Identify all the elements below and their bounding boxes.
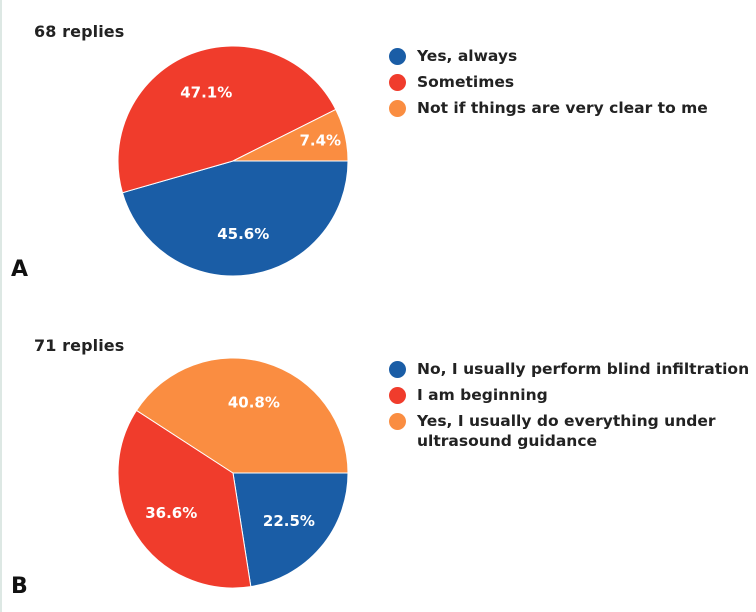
slice-label: 7.4%: [299, 131, 341, 149]
pie-slice: [232, 472, 349, 588]
pie-slice: [135, 357, 349, 474]
legend-item: No, I usually perform blind infiltration: [388, 359, 756, 379]
legend-item: I am beginning: [388, 385, 756, 405]
panel-b: 71 replies 22.5% 36.6% 40.8% No, I usually…: [0, 306, 756, 612]
legend-swatch: [389, 413, 406, 430]
pie-slice: [121, 160, 349, 277]
legend: No, I usually perform blind infiltration…: [388, 359, 756, 457]
panel-a: 68 replies 45.6% 47.1% 7.4% Yes, always So…: [11, 22, 708, 282]
legend-label: I am beginning: [417, 386, 548, 404]
legend-label: Yes, I usually do everything under ultra…: [417, 412, 716, 450]
legend-item: Sometimes: [388, 72, 708, 92]
slice-label: 40.8%: [228, 393, 280, 411]
legend-swatch: [389, 74, 406, 91]
legend: Yes, always Sometimes Not if things are …: [388, 46, 708, 124]
pie-slice: [117, 409, 252, 589]
legend-swatch: [389, 361, 406, 378]
replies-count: 68 replies: [34, 22, 125, 41]
legend-label: No, I usually perform blind infiltration: [417, 360, 750, 378]
panel-letter: B: [11, 574, 28, 599]
pie-chart: 45.6% 47.1% 7.4%: [117, 45, 349, 277]
left-border: [0, 0, 2, 612]
legend-label: Yes, always: [417, 47, 518, 65]
legend-label: Sometimes: [417, 73, 515, 91]
legend-label: Not if things are very clear to me: [417, 99, 708, 117]
legend-item: Not if things are very clear to me: [388, 98, 708, 118]
legend-swatch: [389, 100, 406, 117]
replies-count: 71 replies: [34, 336, 125, 355]
pie-slice: [117, 45, 337, 194]
legend-swatch: [389, 387, 406, 404]
slice-label: 36.6%: [145, 504, 197, 522]
legend-swatch: [389, 48, 406, 65]
slice-label: 47.1%: [180, 83, 232, 101]
pie-slice: [232, 108, 349, 162]
legend-item: Yes, always: [388, 46, 708, 66]
slice-label: 45.6%: [217, 225, 269, 243]
panel-letter: A: [11, 257, 29, 282]
slice-label: 22.5%: [263, 512, 315, 530]
legend-item: Yes, I usually do everything under ultra…: [388, 411, 756, 451]
pie-chart: 22.5% 36.6% 40.8%: [117, 357, 349, 589]
